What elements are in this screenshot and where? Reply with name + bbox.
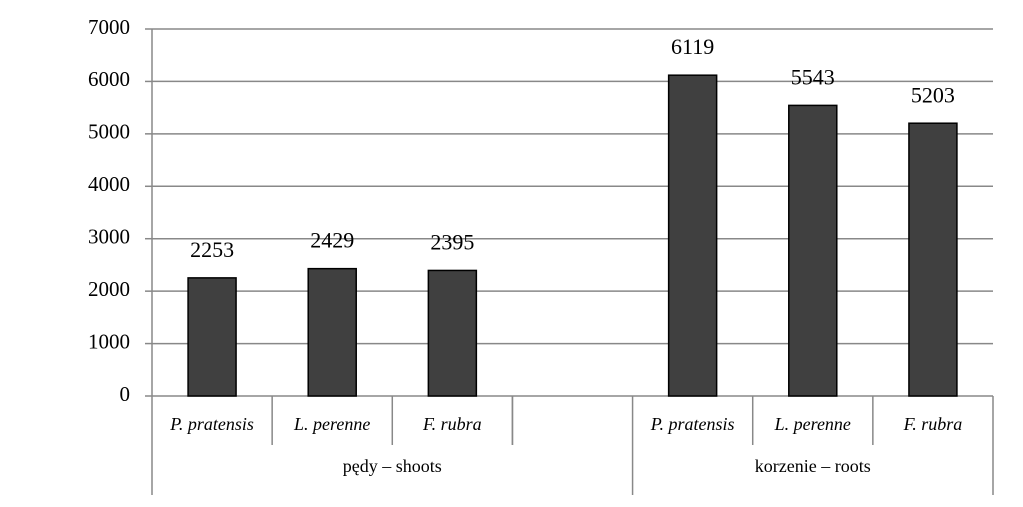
x-tick-label: P. pratensis <box>650 414 735 434</box>
bar <box>788 104 838 397</box>
y-tick-label: 4000 <box>88 172 130 196</box>
data-label: 2253 <box>190 237 234 262</box>
y-tick-label: 3000 <box>88 225 130 249</box>
x-tick-label: F. rubra <box>903 414 963 434</box>
y-tick-label: 0 <box>120 382 131 406</box>
group-label: pędy – shoots <box>343 456 442 476</box>
bar <box>427 269 478 397</box>
data-label: 2429 <box>310 228 354 253</box>
bar <box>908 122 958 397</box>
y-tick-label: 7000 <box>88 15 130 39</box>
y-tick-label: 6000 <box>88 67 130 91</box>
y-tick-label: 5000 <box>88 120 130 144</box>
bar <box>667 74 718 397</box>
data-label: 6119 <box>671 34 714 59</box>
x-tick-label: F. rubra <box>422 414 482 434</box>
data-label: 5203 <box>911 82 955 107</box>
y-tick-label: 2000 <box>88 277 130 301</box>
y-tick-label: 1000 <box>88 329 130 353</box>
x-tick-label: L. perenne <box>774 414 851 434</box>
group-label: korzenie – roots <box>755 456 871 476</box>
bar <box>187 277 237 397</box>
bar <box>307 267 357 397</box>
x-tick-label: L. perenne <box>293 414 370 434</box>
x-tick-label: P. pratensis <box>169 414 254 434</box>
data-label: 2395 <box>430 229 474 254</box>
data-label: 5543 <box>791 64 835 89</box>
